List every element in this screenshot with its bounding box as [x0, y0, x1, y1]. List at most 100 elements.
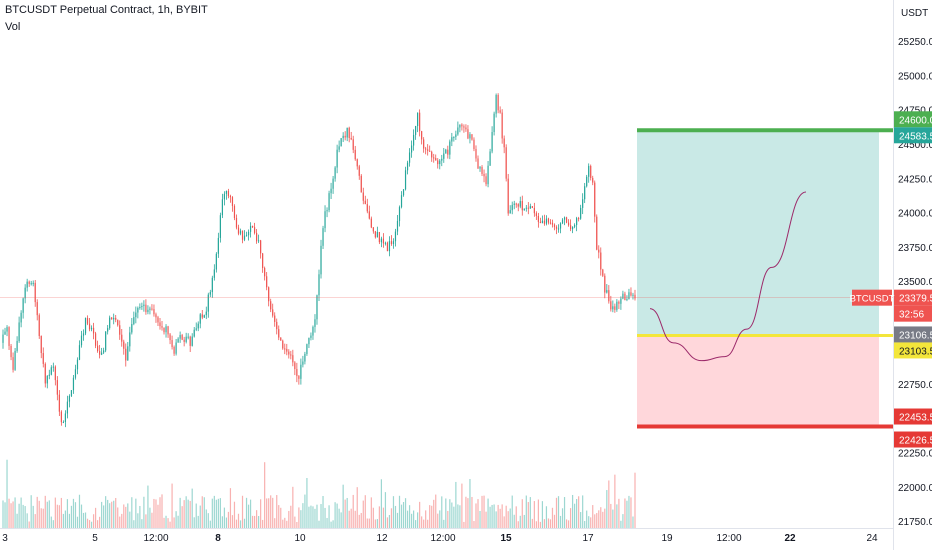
candle[interactable]	[223, 191, 226, 206]
candle[interactable]	[72, 375, 75, 394]
candle[interactable]	[406, 160, 409, 175]
candle[interactable]	[175, 338, 177, 356]
candle[interactable]	[96, 340, 99, 353]
candle[interactable]	[612, 300, 614, 313]
candle[interactable]	[545, 215, 548, 226]
candle[interactable]	[423, 137, 425, 153]
candle[interactable]	[547, 217, 550, 225]
candle[interactable]	[471, 134, 473, 141]
candle[interactable]	[157, 315, 159, 327]
candle[interactable]	[288, 349, 290, 359]
candle[interactable]	[80, 330, 83, 348]
candle[interactable]	[284, 343, 286, 355]
candle[interactable]	[22, 297, 24, 319]
candle[interactable]	[24, 284, 26, 304]
candle[interactable]	[553, 223, 556, 231]
candle[interactable]	[445, 148, 447, 154]
candle[interactable]	[99, 344, 101, 359]
candle[interactable]	[215, 252, 217, 273]
candle[interactable]	[322, 225, 324, 249]
candle[interactable]	[374, 230, 376, 239]
candle[interactable]	[505, 144, 507, 182]
candle[interactable]	[219, 212, 221, 243]
candle[interactable]	[459, 124, 461, 133]
candle[interactable]	[38, 313, 40, 339]
candle[interactable]	[165, 324, 167, 338]
candle[interactable]	[217, 232, 219, 258]
candle[interactable]	[141, 302, 143, 310]
candle[interactable]	[179, 331, 181, 343]
candle[interactable]	[163, 327, 165, 335]
candle[interactable]	[366, 198, 368, 214]
candle[interactable]	[338, 140, 340, 153]
candle[interactable]	[332, 176, 334, 194]
candle[interactable]	[131, 317, 133, 335]
candle[interactable]	[6, 325, 8, 337]
candle[interactable]	[233, 204, 236, 221]
candle[interactable]	[52, 362, 54, 372]
candle[interactable]	[624, 291, 626, 301]
candle[interactable]	[302, 355, 304, 368]
candle[interactable]	[101, 347, 103, 356]
candle[interactable]	[503, 135, 505, 154]
candle[interactable]	[531, 206, 533, 209]
candle[interactable]	[449, 139, 451, 160]
candle[interactable]	[243, 230, 246, 242]
candle[interactable]	[509, 205, 511, 214]
candle[interactable]	[469, 132, 471, 144]
candle[interactable]	[2, 329, 4, 349]
candle[interactable]	[610, 295, 612, 312]
candle[interactable]	[541, 215, 544, 224]
candle[interactable]	[580, 204, 582, 220]
candle[interactable]	[189, 335, 191, 352]
candle[interactable]	[551, 219, 554, 228]
candle[interactable]	[149, 306, 151, 315]
candle[interactable]	[169, 332, 171, 345]
candle[interactable]	[429, 145, 431, 152]
candle[interactable]	[630, 287, 632, 297]
candle[interactable]	[427, 144, 429, 156]
candle[interactable]	[410, 140, 413, 158]
candle[interactable]	[535, 211, 537, 220]
candle[interactable]	[245, 231, 248, 237]
candle[interactable]	[195, 322, 197, 332]
candle[interactable]	[270, 298, 272, 313]
candle[interactable]	[326, 207, 328, 218]
candle[interactable]	[525, 204, 527, 212]
candle[interactable]	[155, 312, 157, 323]
candle[interactable]	[431, 150, 433, 162]
candle[interactable]	[237, 224, 240, 236]
candle[interactable]	[330, 182, 332, 200]
candle[interactable]	[119, 320, 121, 340]
candle[interactable]	[30, 280, 32, 286]
candle[interactable]	[561, 218, 564, 225]
candle[interactable]	[235, 214, 238, 230]
candle[interactable]	[56, 376, 58, 401]
candle[interactable]	[264, 266, 266, 281]
candle[interactable]	[487, 160, 489, 188]
candle[interactable]	[336, 144, 338, 174]
candle[interactable]	[249, 222, 252, 238]
candle[interactable]	[557, 224, 560, 233]
candle[interactable]	[608, 285, 610, 304]
candle[interactable]	[159, 318, 161, 330]
candle[interactable]	[402, 188, 405, 197]
candle[interactable]	[622, 290, 624, 300]
candle[interactable]	[256, 229, 258, 244]
candle[interactable]	[415, 125, 417, 140]
candle[interactable]	[537, 212, 539, 228]
candle[interactable]	[473, 137, 475, 152]
candle[interactable]	[60, 410, 62, 426]
candle[interactable]	[316, 294, 318, 325]
candle[interactable]	[507, 173, 509, 216]
candle[interactable]	[380, 236, 382, 248]
candle[interactable]	[251, 225, 254, 229]
candle[interactable]	[145, 299, 147, 315]
candle[interactable]	[396, 215, 399, 236]
candle[interactable]	[539, 217, 542, 224]
candle[interactable]	[225, 190, 228, 200]
candle[interactable]	[453, 136, 455, 142]
candle[interactable]	[137, 306, 139, 319]
candle[interactable]	[84, 317, 87, 336]
candle[interactable]	[324, 205, 326, 233]
